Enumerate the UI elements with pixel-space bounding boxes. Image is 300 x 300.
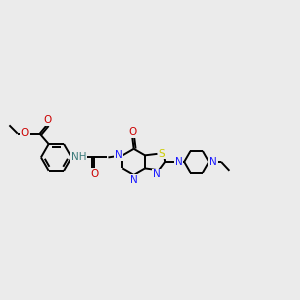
Text: S: S <box>158 148 165 159</box>
Text: O: O <box>128 127 136 137</box>
Text: N: N <box>175 157 183 167</box>
Text: NH: NH <box>71 152 87 162</box>
Text: N: N <box>130 175 138 185</box>
Text: N: N <box>115 150 123 160</box>
Text: O: O <box>90 169 98 179</box>
Text: O: O <box>21 128 29 138</box>
Text: N: N <box>209 157 217 167</box>
Text: N: N <box>153 169 161 179</box>
Text: O: O <box>44 115 52 125</box>
